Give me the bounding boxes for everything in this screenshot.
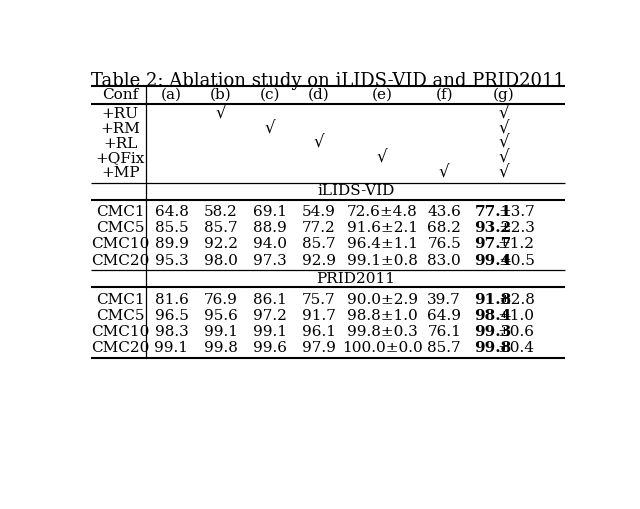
Text: 99.8: 99.8 [204, 341, 238, 355]
Text: 97.9: 97.9 [302, 341, 335, 355]
Text: (b): (b) [210, 88, 232, 102]
Text: iLIDS-VID: iLIDS-VID [317, 184, 395, 198]
Text: 91.7: 91.7 [302, 308, 335, 322]
Text: 99.4: 99.4 [474, 253, 512, 267]
Text: CMC1: CMC1 [96, 292, 145, 306]
Text: 76.5: 76.5 [428, 237, 461, 251]
Text: ±2.8: ±2.8 [498, 292, 535, 306]
Text: 97.7: 97.7 [474, 237, 512, 251]
Text: 96.1: 96.1 [301, 325, 336, 338]
Text: 96.5: 96.5 [154, 308, 188, 322]
Text: √: √ [377, 150, 388, 166]
Text: (e): (e) [372, 88, 393, 102]
Text: 99.1: 99.1 [154, 341, 188, 355]
Text: 64.9: 64.9 [428, 308, 461, 322]
Text: 85.7: 85.7 [302, 237, 335, 251]
Text: 98.8±1.0: 98.8±1.0 [347, 308, 418, 322]
Text: 77.1: 77.1 [474, 205, 512, 219]
Text: 98.4: 98.4 [474, 308, 512, 322]
Text: √: √ [499, 106, 509, 123]
Text: √: √ [499, 164, 509, 181]
Text: 76.1: 76.1 [428, 325, 461, 338]
Text: CMC10: CMC10 [91, 325, 150, 338]
Text: 95.6: 95.6 [204, 308, 238, 322]
Text: 100.0±0.0: 100.0±0.0 [342, 341, 422, 355]
Text: 99.1: 99.1 [253, 325, 287, 338]
Text: CMC20: CMC20 [91, 253, 150, 267]
Text: 99.8: 99.8 [474, 341, 512, 355]
Text: 54.9: 54.9 [302, 205, 335, 219]
Text: 88.9: 88.9 [253, 221, 287, 235]
Text: 99.8±0.3: 99.8±0.3 [347, 325, 418, 338]
Text: 97.2: 97.2 [253, 308, 287, 322]
Text: (a): (a) [161, 88, 182, 102]
Text: PRID2011: PRID2011 [316, 272, 396, 286]
Text: 64.8: 64.8 [154, 205, 188, 219]
Text: 77.2: 77.2 [302, 221, 335, 235]
Text: 85.7: 85.7 [204, 221, 238, 235]
Text: 98.3: 98.3 [155, 325, 188, 338]
Text: CMC20: CMC20 [91, 341, 150, 355]
Text: ±2.3: ±2.3 [498, 221, 535, 235]
Text: (c): (c) [260, 88, 280, 102]
Text: +RL: +RL [103, 136, 138, 150]
Text: 92.2: 92.2 [204, 237, 238, 251]
Text: √: √ [499, 135, 509, 152]
Text: (f): (f) [435, 88, 453, 102]
Text: 91.8: 91.8 [474, 292, 512, 306]
Text: 96.4±1.1: 96.4±1.1 [347, 237, 418, 251]
Text: 99.6: 99.6 [253, 341, 287, 355]
Text: Conf: Conf [102, 88, 138, 102]
Text: +RM: +RM [100, 122, 140, 136]
Text: ±1.2: ±1.2 [498, 237, 535, 251]
Text: ±0.5: ±0.5 [498, 253, 535, 267]
Text: 68.2: 68.2 [428, 221, 461, 235]
Text: 69.1: 69.1 [253, 205, 287, 219]
Text: +QFix: +QFix [95, 151, 145, 165]
Text: ±3.7: ±3.7 [498, 205, 534, 219]
Text: CMC1: CMC1 [96, 205, 145, 219]
Text: +MP: +MP [101, 165, 140, 180]
Text: 39.7: 39.7 [428, 292, 461, 306]
Text: 81.6: 81.6 [154, 292, 188, 306]
Text: 75.7: 75.7 [302, 292, 335, 306]
Text: 91.6±2.1: 91.6±2.1 [347, 221, 418, 235]
Text: √: √ [314, 135, 324, 152]
Text: Table 2: Ablation study on iLIDS-VID and PRID2011: Table 2: Ablation study on iLIDS-VID and… [91, 72, 565, 90]
Text: 92.9: 92.9 [301, 253, 336, 267]
Text: 93.2: 93.2 [474, 221, 511, 235]
Text: 99.3: 99.3 [474, 325, 512, 338]
Text: 94.0: 94.0 [253, 237, 287, 251]
Text: 58.2: 58.2 [204, 205, 238, 219]
Text: ±0.4: ±0.4 [498, 341, 535, 355]
Text: 43.6: 43.6 [428, 205, 461, 219]
Text: +RU: +RU [102, 107, 139, 121]
Text: CMC5: CMC5 [96, 221, 145, 235]
Text: 85.7: 85.7 [428, 341, 461, 355]
Text: √: √ [499, 150, 509, 166]
Text: √: √ [439, 164, 449, 181]
Text: 97.3: 97.3 [253, 253, 287, 267]
Text: 85.5: 85.5 [155, 221, 188, 235]
Text: √: √ [264, 120, 275, 137]
Text: CMC5: CMC5 [96, 308, 145, 322]
Text: (g): (g) [493, 88, 515, 102]
Text: ±1.0: ±1.0 [498, 308, 535, 322]
Text: ±0.6: ±0.6 [498, 325, 535, 338]
Text: (d): (d) [308, 88, 330, 102]
Text: 90.0±2.9: 90.0±2.9 [347, 292, 418, 306]
Text: 89.9: 89.9 [154, 237, 188, 251]
Text: 83.0: 83.0 [428, 253, 461, 267]
Text: 72.6±4.8: 72.6±4.8 [347, 205, 418, 219]
Text: √: √ [216, 106, 227, 123]
Text: 95.3: 95.3 [155, 253, 188, 267]
Text: √: √ [499, 120, 509, 137]
Text: 86.1: 86.1 [253, 292, 287, 306]
Text: CMC10: CMC10 [91, 237, 150, 251]
Text: 99.1: 99.1 [204, 325, 238, 338]
Text: 76.9: 76.9 [204, 292, 238, 306]
Text: 98.0: 98.0 [204, 253, 238, 267]
Text: 99.1±0.8: 99.1±0.8 [347, 253, 418, 267]
